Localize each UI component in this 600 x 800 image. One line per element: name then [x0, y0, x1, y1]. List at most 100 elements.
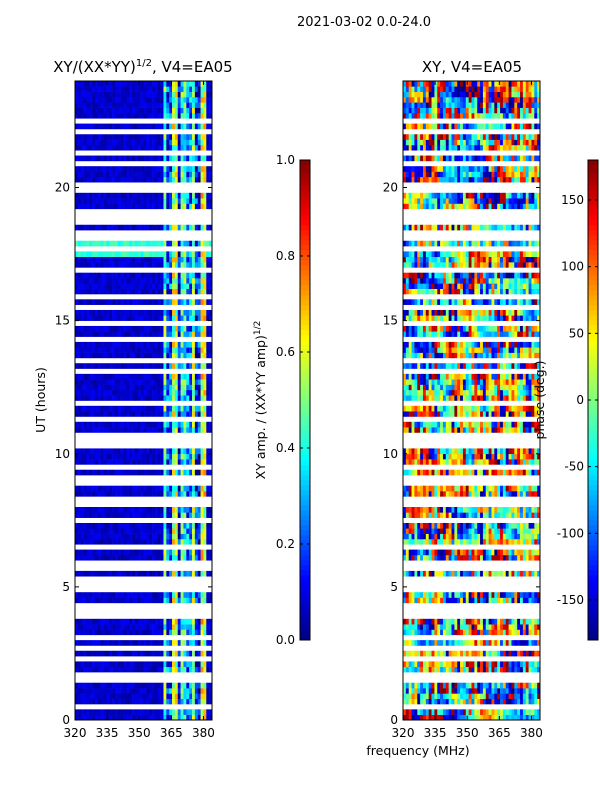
heatmap-cell: [143, 533, 147, 540]
heatmap-cell: [437, 709, 441, 715]
heatmap-cell: [160, 528, 164, 534]
heatmap-cell: [457, 698, 461, 705]
heatmap-cell: [189, 640, 193, 646]
heatmap-cell: [126, 389, 130, 396]
heatmap-cell: [209, 427, 213, 433]
heatmap-cell: [134, 522, 139, 529]
heatmap-cell: [468, 650, 472, 657]
heatmap-cell: [97, 192, 101, 199]
heatmap-cell: [146, 171, 150, 178]
heatmap-cell: [109, 512, 113, 518]
heatmap-cell: [120, 570, 124, 577]
heatmap-cell: [517, 661, 521, 668]
heatmap-cell: [428, 640, 432, 646]
heatmap-cell: [194, 688, 199, 694]
heatmap-cell: [408, 570, 412, 577]
heatmap-cell: [163, 203, 167, 210]
heatmap-cell: [126, 714, 130, 721]
heatmap-cell: [140, 491, 144, 497]
heatmap-cell: [100, 315, 104, 321]
heatmap-cell: [482, 549, 487, 556]
heatmap-cell: [132, 709, 136, 715]
heatmap-cell: [474, 661, 478, 668]
heatmap-cell: [134, 107, 139, 114]
heatmap-cell: [537, 698, 541, 705]
heatmap-cell: [448, 597, 452, 604]
amplitude-colorbar-step: [300, 325, 310, 331]
heatmap-cell: [75, 379, 79, 385]
heatmap-cell: [403, 485, 407, 492]
heatmap-cell: [112, 144, 116, 151]
heatmap-cell: [120, 618, 124, 625]
heatmap-cell: [123, 283, 127, 289]
heatmap-cell: [500, 650, 504, 657]
heatmap-cell: [166, 507, 170, 513]
heatmap-cell: [172, 86, 176, 92]
heatmap-cell: [75, 347, 79, 353]
heatmap-cell: [89, 256, 93, 263]
heatmap-cell: [174, 341, 179, 348]
heatmap-cell: [494, 570, 498, 577]
heatmap-cell: [511, 512, 515, 518]
heatmap-cell: [114, 373, 119, 380]
heatmap-cell: [114, 139, 119, 146]
heatmap-cell: [123, 251, 127, 258]
heatmap-cell: [525, 618, 529, 625]
heatmap-cell: [537, 640, 541, 646]
heatmap-cell: [183, 421, 187, 428]
heatmap-cell: [129, 256, 133, 263]
heatmap-cell: [189, 240, 193, 247]
heatmap-cell: [92, 347, 96, 353]
heatmap-cell: [126, 507, 130, 513]
heatmap-cell: [511, 528, 515, 534]
heatmap-cell: [445, 688, 449, 694]
heatmap-cell: [143, 709, 147, 715]
heatmap-cell: [146, 288, 150, 295]
heatmap-cell: [77, 134, 81, 140]
heatmap-cell: [440, 554, 444, 561]
heatmap-cell: [468, 597, 472, 604]
heatmap-cell: [114, 262, 119, 268]
heatmap-cell: [180, 347, 184, 353]
heatmap-cell: [514, 624, 518, 630]
heatmap-cell: [525, 507, 529, 513]
heatmap-cell: [405, 629, 409, 636]
heatmap-cell: [137, 629, 141, 636]
heatmap-cell: [200, 363, 204, 369]
heatmap-cell: [109, 309, 113, 316]
heatmap-cell: [411, 538, 415, 545]
heatmap-cell: [485, 682, 489, 689]
heatmap-cell: [134, 405, 139, 412]
heatmap-cell: [183, 86, 187, 92]
heatmap-cell: [431, 522, 435, 529]
heatmap-cell: [491, 661, 495, 668]
heatmap-cell: [471, 682, 475, 689]
heatmap-cell: [134, 123, 139, 130]
heatmap-cell: [422, 512, 427, 518]
heatmap-cell: [514, 693, 518, 700]
heatmap-cell: [166, 278, 170, 284]
heatmap-cell: [129, 507, 133, 513]
heatmap-cell: [183, 352, 187, 359]
heatmap-cell: [154, 256, 159, 263]
heatmap-cell: [126, 272, 130, 279]
heatmap-cell: [152, 373, 156, 380]
heatmap-cell: [75, 134, 79, 140]
heatmap-cell: [143, 485, 147, 492]
heatmap-cell: [183, 203, 187, 210]
heatmap-cell: [106, 123, 110, 130]
heatmap-cell: [154, 134, 159, 140]
amplitude-title: XY/(XX*YY)1/2, V4=EA05: [53, 58, 232, 76]
heatmap-cell: [149, 283, 153, 289]
heatmap-cell: [112, 709, 116, 715]
heatmap-cell: [152, 448, 156, 455]
heatmap-cell: [126, 538, 130, 545]
heatmap-cell: [517, 650, 521, 657]
heatmap-cell: [126, 192, 130, 199]
heatmap-cell: [152, 688, 156, 694]
heatmap-cell: [494, 549, 498, 556]
heatmap-cell: [80, 192, 84, 199]
heatmap-cell: [157, 341, 161, 348]
heatmap-cell: [177, 91, 181, 98]
heatmap-cell: [123, 262, 127, 268]
